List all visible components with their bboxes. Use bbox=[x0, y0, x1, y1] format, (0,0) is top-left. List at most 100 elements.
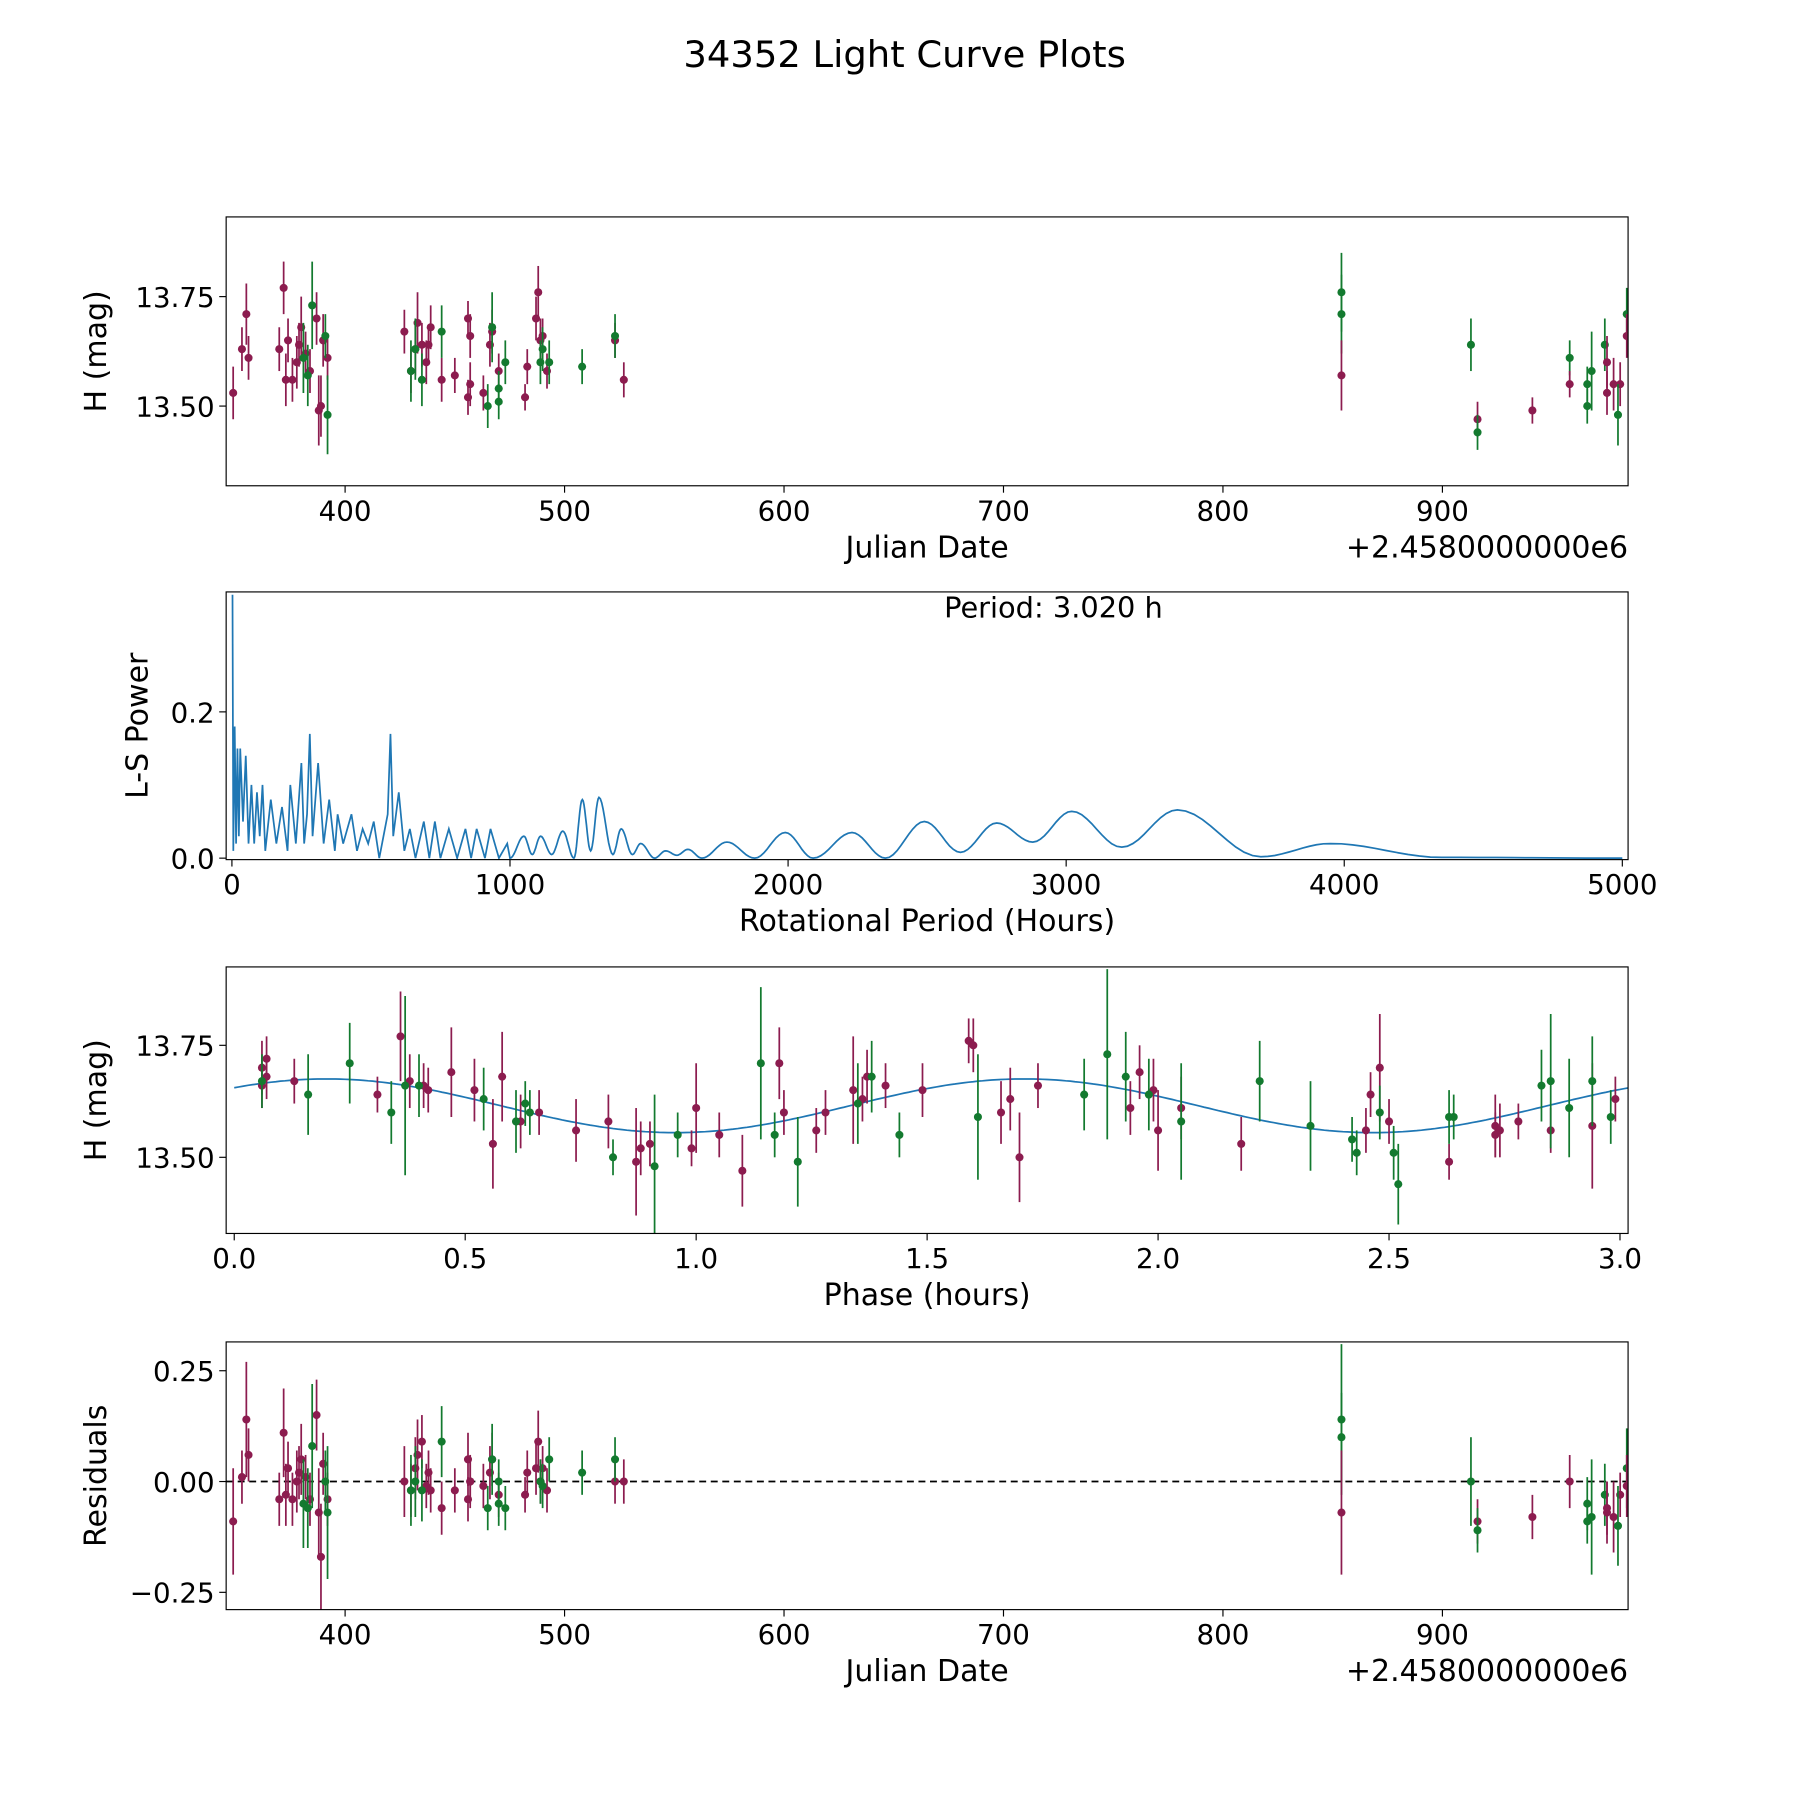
data-point bbox=[1154, 1126, 1163, 1135]
data-point bbox=[275, 345, 284, 354]
x-tick-label: 800 bbox=[1197, 494, 1250, 527]
data-point bbox=[400, 1477, 409, 1486]
x-tick-label: 2000 bbox=[753, 868, 823, 901]
data-point bbox=[396, 1032, 405, 1041]
data-point bbox=[611, 1455, 620, 1464]
periodogram-line bbox=[231, 594, 1623, 860]
x-axis-label: Julian Date bbox=[844, 1654, 1009, 1689]
x-tick-label: 700 bbox=[977, 1618, 1030, 1651]
x-tick-label: 1.0 bbox=[674, 1242, 718, 1275]
x-tick-label: 400 bbox=[319, 494, 372, 527]
data-point bbox=[632, 1157, 641, 1166]
data-point bbox=[1144, 1090, 1153, 1099]
data-point bbox=[687, 1144, 696, 1153]
axes-frame bbox=[225, 591, 1629, 861]
data-point bbox=[312, 1411, 321, 1420]
data-point bbox=[1609, 380, 1618, 389]
data-point bbox=[779, 1108, 788, 1117]
data-point bbox=[229, 1517, 238, 1526]
y-tick-label: −0.25 bbox=[130, 1577, 215, 1610]
data-point bbox=[290, 1077, 299, 1086]
data-point bbox=[1606, 1112, 1615, 1122]
data-point bbox=[345, 1059, 354, 1068]
data-point bbox=[321, 331, 330, 341]
data-point bbox=[288, 375, 297, 384]
x-tick-label: 2.0 bbox=[1136, 1242, 1180, 1275]
data-point bbox=[494, 1477, 503, 1486]
data-point bbox=[316, 402, 325, 411]
data-point bbox=[756, 1059, 765, 1068]
data-point bbox=[323, 1508, 332, 1517]
data-point bbox=[1080, 1090, 1089, 1099]
data-point bbox=[488, 1455, 497, 1464]
data-point bbox=[973, 1112, 982, 1122]
y-axis-label: H (mag) bbox=[79, 1039, 114, 1161]
data-point bbox=[538, 1481, 547, 1491]
data-point bbox=[1473, 428, 1482, 437]
data-point bbox=[867, 1072, 876, 1081]
x-offset-label: +2.4580000000e6 bbox=[1346, 1654, 1628, 1689]
data-point bbox=[1445, 1157, 1454, 1166]
data-point bbox=[1337, 310, 1346, 319]
data-point bbox=[538, 345, 547, 354]
data-point bbox=[237, 1473, 246, 1482]
x-tick-label: 900 bbox=[1416, 494, 1469, 527]
data-point bbox=[636, 1144, 645, 1153]
data-point bbox=[1337, 371, 1346, 380]
data-point bbox=[1375, 1108, 1384, 1117]
data-point bbox=[535, 1108, 544, 1117]
data-point bbox=[1528, 1512, 1537, 1522]
data-point bbox=[523, 1468, 532, 1477]
x-tick-label: 2.5 bbox=[1367, 1242, 1411, 1275]
data-point bbox=[303, 371, 312, 380]
plot-area bbox=[226, 1344, 1629, 1610]
data-point bbox=[1602, 358, 1612, 367]
data-point bbox=[483, 402, 492, 411]
data-point bbox=[426, 323, 435, 332]
y-tick-label: 0.25 bbox=[153, 1355, 215, 1388]
y-axis-label: Residuals bbox=[79, 1405, 114, 1547]
data-point bbox=[1375, 1063, 1384, 1072]
data-point bbox=[437, 327, 446, 336]
data-point bbox=[1361, 1126, 1370, 1135]
data-point bbox=[242, 310, 251, 319]
data-point bbox=[479, 388, 488, 397]
light-curve-panel: 400 500 600 700 800 900 13.50 13.75 Julian Date H… bbox=[79, 216, 1629, 565]
data-point bbox=[521, 1099, 530, 1108]
data-point bbox=[1528, 406, 1537, 415]
data-point bbox=[969, 1041, 978, 1050]
data-point bbox=[229, 388, 238, 397]
data-point bbox=[1588, 1077, 1597, 1086]
data-point bbox=[673, 1130, 682, 1139]
data-point bbox=[308, 1442, 317, 1451]
data-point bbox=[1495, 1126, 1504, 1135]
x-axis-label: Julian Date bbox=[844, 530, 1009, 565]
data-point bbox=[488, 323, 497, 332]
data-point bbox=[262, 1054, 271, 1063]
data-point bbox=[417, 1437, 426, 1446]
data-point bbox=[279, 283, 288, 292]
data-point bbox=[244, 353, 253, 362]
data-point bbox=[608, 1153, 618, 1162]
data-point bbox=[411, 345, 420, 354]
y-tick-label: 0.2 bbox=[171, 696, 215, 729]
data-point bbox=[521, 393, 530, 402]
data-point bbox=[1583, 402, 1592, 411]
data-point bbox=[1611, 1095, 1620, 1104]
data-point bbox=[244, 1450, 253, 1459]
data-point bbox=[406, 1486, 415, 1495]
x-tick-label: 0 bbox=[223, 868, 241, 901]
data-point bbox=[299, 353, 308, 362]
data-point bbox=[257, 1077, 266, 1086]
x-offset-label: +2.4580000000e6 bbox=[1346, 530, 1628, 565]
data-point bbox=[279, 1428, 288, 1437]
data-point bbox=[604, 1117, 613, 1126]
data-point bbox=[996, 1108, 1006, 1117]
data-point bbox=[450, 371, 459, 380]
x-tick-label: 500 bbox=[538, 494, 591, 527]
data-point bbox=[715, 1130, 724, 1139]
data-point bbox=[373, 1090, 382, 1099]
data-point bbox=[288, 1495, 297, 1504]
data-point bbox=[479, 1095, 488, 1104]
data-point bbox=[1565, 1103, 1574, 1113]
